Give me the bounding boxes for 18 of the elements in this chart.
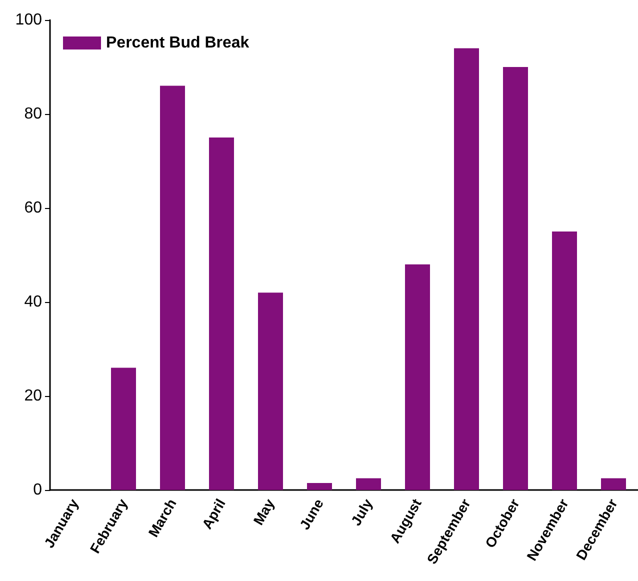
- bar: [454, 48, 479, 490]
- bar: [601, 478, 626, 490]
- bar: [356, 478, 381, 490]
- y-tick-label: 80: [24, 106, 42, 122]
- bar: [405, 264, 430, 490]
- y-tick-label: 40: [24, 294, 42, 310]
- bar: [552, 232, 577, 490]
- bar: [160, 86, 185, 490]
- bar: [503, 67, 528, 490]
- y-tick-label: 60: [24, 200, 42, 216]
- y-tick-label: 100: [15, 12, 42, 28]
- y-tick-label: 20: [24, 388, 42, 404]
- bar: [111, 368, 136, 490]
- bar: [209, 138, 234, 490]
- y-tick-label: 0: [33, 482, 42, 498]
- bar: [258, 292, 283, 490]
- bar: [307, 482, 332, 490]
- legend-label: Percent Bud Break: [106, 34, 250, 52]
